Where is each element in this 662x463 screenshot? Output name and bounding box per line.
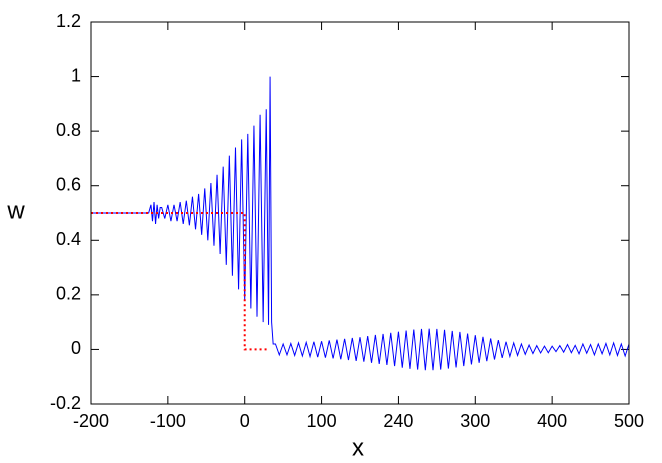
x-tick-label: 100 [307, 411, 337, 431]
x-tick-label: -200 [73, 411, 109, 431]
x-tick-label: 500 [614, 411, 644, 431]
y-tick-label: 0.2 [56, 284, 81, 304]
x-tick-label: 400 [537, 411, 567, 431]
y-tick-label: 1.2 [56, 11, 81, 31]
x-tick-label: -100 [150, 411, 186, 431]
line [91, 76, 630, 371]
x-axis-title: x [352, 434, 364, 461]
x-tick-label: 300 [460, 411, 490, 431]
x-tick-label: 0 [240, 411, 250, 431]
y-tick-label: 0.6 [56, 174, 81, 194]
line [91, 212, 268, 351]
y-tick-label: -0.2 [50, 393, 81, 413]
y-tick-label: 0.4 [56, 229, 81, 249]
plot-frame [90, 21, 630, 405]
x-tick-label: 240 [383, 411, 413, 431]
y-axis-title: w [6, 197, 25, 224]
y-tick-label: 1 [71, 65, 81, 85]
y-tick-label: 0.8 [56, 120, 81, 140]
y-tick-label: 0 [71, 338, 81, 358]
